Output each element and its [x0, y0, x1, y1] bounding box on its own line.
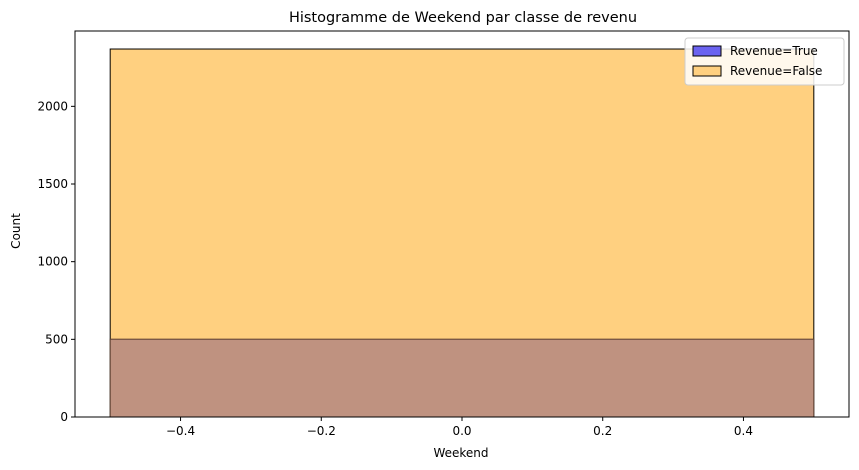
legend-swatch — [692, 45, 722, 57]
chart-title: Histogramme de Weekend par classe de rev… — [289, 10, 637, 26]
plot-area: −0.4 −0.2 0.0 0.2 0.4 0 500 1000 1500 2000 — [37, 30, 850, 438]
x-axis-label: Weekend — [433, 446, 488, 460]
y-axis-label: Count — [9, 213, 23, 249]
x-tick-label: 0.0 — [452, 424, 471, 438]
y-tick-label: 1000 — [37, 255, 68, 269]
legend-label: Revenue=True — [730, 44, 818, 58]
y-tick-label: 0 — [60, 410, 68, 424]
legend-box — [684, 37, 845, 86]
legend-label: Revenue=False — [730, 64, 822, 78]
x-tick-label: −0.4 — [166, 424, 195, 438]
bar-revenue-true-0 — [109, 338, 815, 418]
x-tick-label: 0.2 — [593, 424, 612, 438]
y-tick-label: 1500 — [37, 177, 68, 191]
x-tick-label: −0.2 — [307, 424, 336, 438]
legend-swatch — [692, 65, 722, 77]
y-tick-label: 2000 — [37, 99, 68, 113]
y-tick-label: 500 — [45, 332, 68, 346]
x-tick-label: 0.4 — [734, 424, 753, 438]
legend: Revenue=True Revenue=False — [684, 37, 845, 86]
